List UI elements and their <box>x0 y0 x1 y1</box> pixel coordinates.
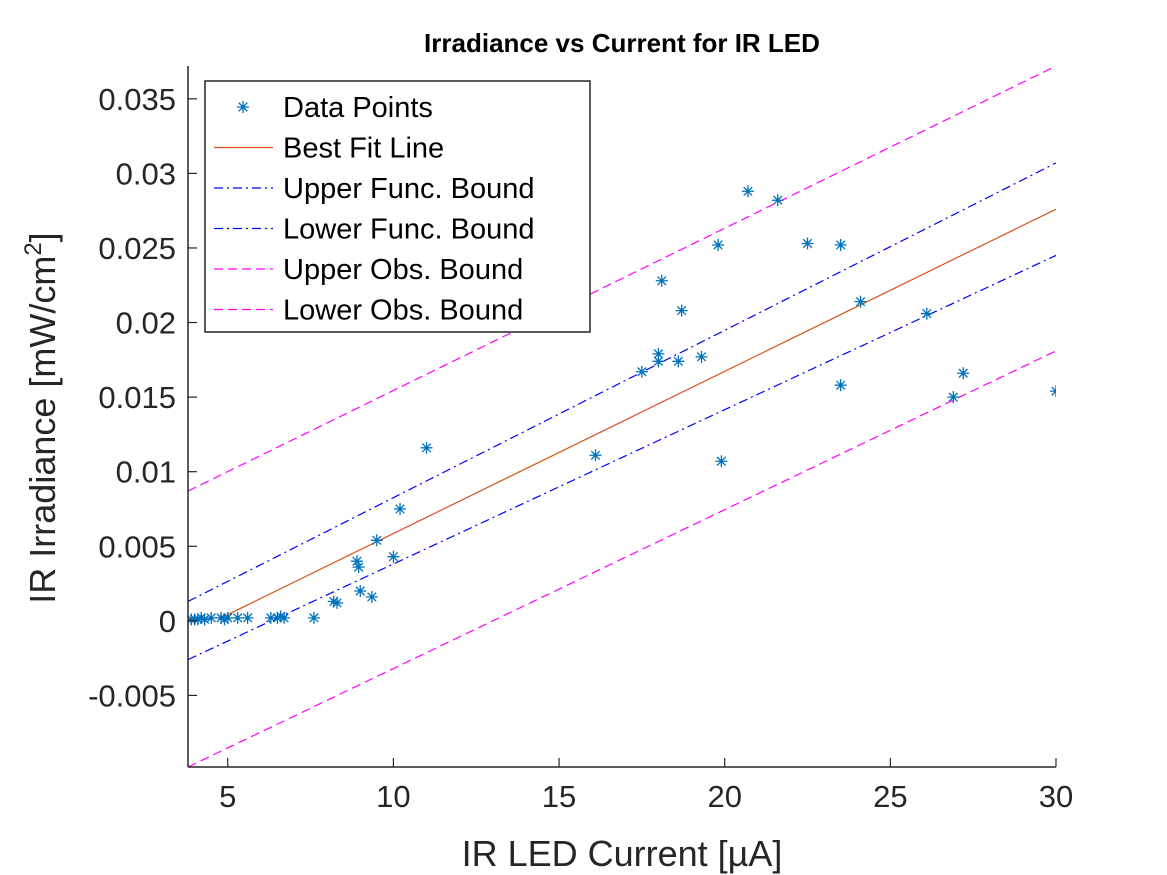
data-point <box>420 441 433 454</box>
data-point <box>327 595 340 608</box>
data-point <box>834 238 847 251</box>
series-line-lower-obs-bound <box>188 350 1056 767</box>
legend: Data Points Best Fit Line Upper Func. Boun… <box>204 80 591 333</box>
data-point <box>834 379 847 392</box>
data-point <box>854 295 867 308</box>
legend-label: Lower Obs. Bound <box>283 295 523 327</box>
y-tick-label: 0 <box>159 604 176 639</box>
data-point <box>264 611 277 624</box>
legend-label: Data Points <box>283 92 433 124</box>
y-tick-label: 0.03 <box>116 156 176 191</box>
data-point <box>205 611 218 624</box>
legend-label: Lower Func. Bound <box>283 214 534 246</box>
y-tick-label: 0.035 <box>98 82 176 117</box>
data-point <box>365 590 378 603</box>
data-point <box>274 610 287 623</box>
data-point <box>712 238 725 251</box>
data-point <box>589 449 602 462</box>
chart-title: Irradiance vs Current for IR LED <box>424 28 820 58</box>
legend-entry: Best Fit Line <box>214 133 444 165</box>
data-point <box>198 613 211 626</box>
series-line-best-fit-line <box>220 208 1056 619</box>
y-axis-title: IR Irradiance [mW/cm2] <box>20 232 63 603</box>
data-point <box>741 185 754 198</box>
data-point <box>370 534 383 547</box>
legend-entry: Data Points <box>237 92 433 124</box>
data-point <box>652 355 665 368</box>
x-tick-label: 10 <box>376 779 410 814</box>
data-point <box>354 585 367 598</box>
legend-label: Best Fit Line <box>283 133 444 165</box>
data-point <box>271 611 284 624</box>
y-tick-label: -0.005 <box>88 678 176 713</box>
data-point <box>387 550 400 563</box>
y-axis-title-end: ] <box>22 232 63 242</box>
x-tick-label: 25 <box>873 779 907 814</box>
y-tick-label: 0.01 <box>116 455 176 490</box>
series-line-upper-obs-bound <box>188 66 1056 492</box>
data-point <box>221 611 234 624</box>
x-axis-title: IR LED Current [µA] <box>462 833 783 874</box>
data-point <box>1050 385 1056 398</box>
data-point <box>675 304 688 317</box>
data-point <box>331 596 344 609</box>
data-point <box>957 367 970 380</box>
y-tick-label: 0.02 <box>116 306 176 341</box>
data-point <box>655 274 668 287</box>
x-tick-label: 5 <box>219 779 236 814</box>
legend-box <box>204 80 591 333</box>
y-axis-title-superscript: 2 <box>20 242 47 255</box>
data-point <box>218 613 231 626</box>
data-point <box>771 194 784 207</box>
data-point <box>350 555 363 568</box>
y-tick-label: 0.015 <box>98 380 176 415</box>
data-point <box>672 355 685 368</box>
x-tick-label: 15 <box>542 779 576 814</box>
x-tick-label: 20 <box>707 779 741 814</box>
legend-label: Upper Obs. Bound <box>283 254 523 286</box>
data-point <box>801 237 814 250</box>
data-point <box>191 613 204 626</box>
axes: 5 10 15 20 25 30 -0.005 0 0.005 0.01 0.015 0.02 0.02… <box>88 66 1073 814</box>
data-point <box>920 307 933 320</box>
data-point <box>195 611 208 624</box>
y-tick-label: 0.025 <box>98 231 176 266</box>
legend-entry: Lower Func. Bound <box>214 214 534 246</box>
series-line-lower-func-bound <box>188 254 1056 661</box>
legend-entry: Lower Obs. Bound <box>214 295 523 327</box>
x-tick-label: 30 <box>1039 779 1073 814</box>
data-point <box>947 391 960 404</box>
data-point <box>241 611 254 624</box>
y-tick-label: 0.005 <box>98 529 176 564</box>
legend-marker-asterisk <box>237 101 249 113</box>
data-point <box>394 502 407 515</box>
data-point <box>307 611 320 624</box>
y-axis-title-main: IR Irradiance [mW/cm <box>22 256 63 604</box>
data-point <box>278 611 291 624</box>
data-point <box>715 455 728 468</box>
legend-entry: Upper Func. Bound <box>214 173 534 205</box>
legend-entry: Upper Obs. Bound <box>214 254 523 286</box>
legend-label: Upper Func. Bound <box>283 173 534 205</box>
data-point <box>635 365 648 378</box>
data-point <box>652 347 665 360</box>
data-point <box>215 611 228 624</box>
data-point <box>352 561 365 574</box>
data-point <box>231 611 244 624</box>
scatter-series-data-points <box>188 185 1056 626</box>
plot-area <box>188 66 1056 767</box>
data-point <box>695 350 708 363</box>
